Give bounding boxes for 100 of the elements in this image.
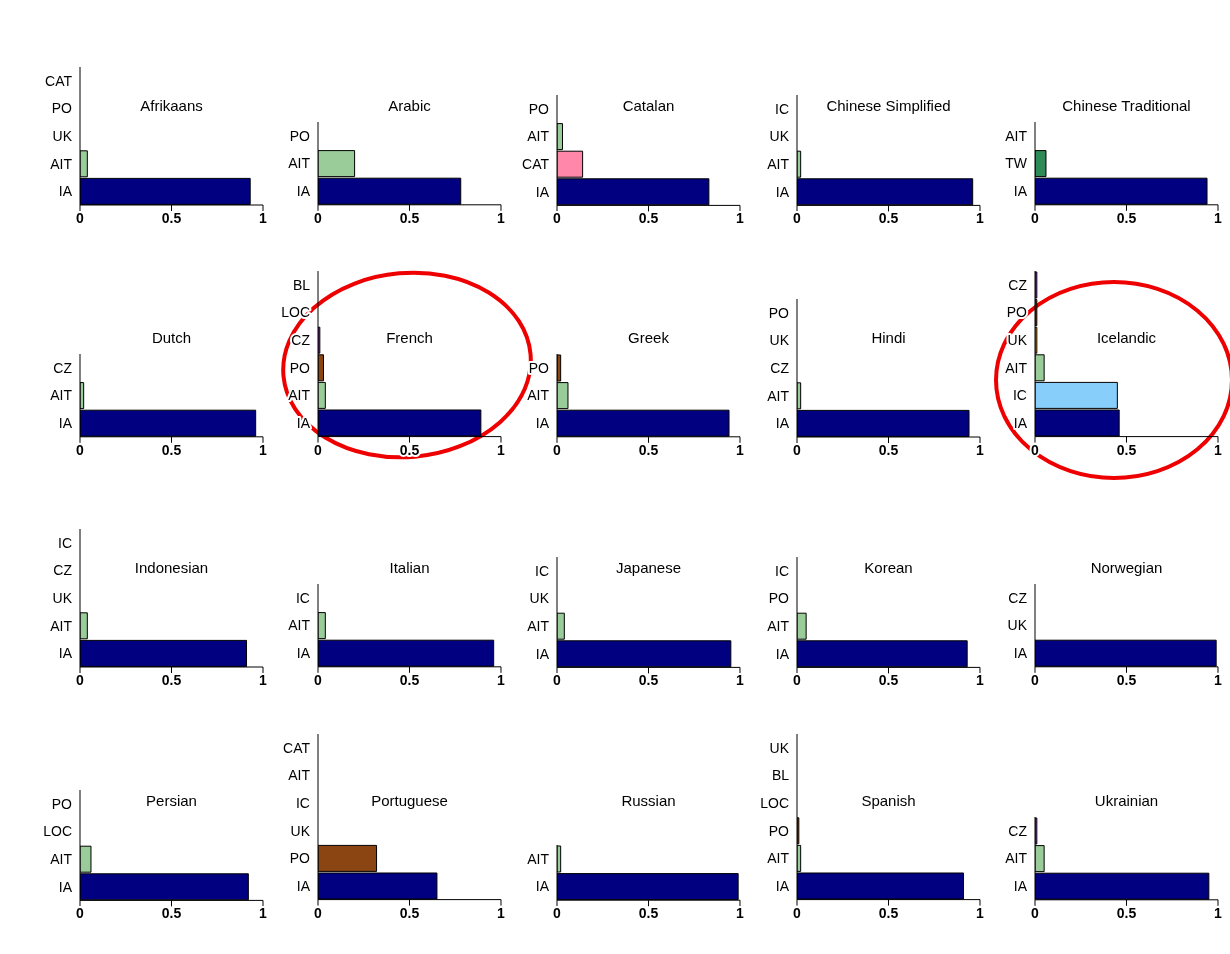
x-tick-label: 0.5 bbox=[161, 671, 182, 688]
y-tick-label: CZ bbox=[1008, 277, 1028, 294]
y-tick-label: PO bbox=[51, 795, 73, 812]
y-tick-label: IA bbox=[58, 183, 73, 200]
x-tick-label: 0 bbox=[793, 671, 802, 688]
x-tick-label: 0.5 bbox=[638, 904, 659, 921]
x-tick-label: 0 bbox=[793, 904, 802, 921]
y-tick-label: UK bbox=[769, 332, 790, 349]
y-tick-label: IC bbox=[535, 562, 550, 579]
y-tick-label: CAT bbox=[522, 155, 550, 172]
text: Afrikaans bbox=[139, 97, 204, 114]
y-tick-label: AIT bbox=[288, 155, 311, 172]
x-tick-label: 0 bbox=[1031, 671, 1040, 688]
y-tick-label: PO bbox=[51, 100, 73, 117]
chart-title: Dutch bbox=[150, 329, 193, 346]
x-tick-label: 1 bbox=[736, 904, 745, 921]
x-tick-label: 0 bbox=[76, 441, 85, 458]
y-tick-label: BL bbox=[292, 277, 311, 294]
x-tick-label: 0.5 bbox=[878, 671, 899, 688]
y-tick-label: IA bbox=[296, 878, 311, 895]
y-tick-label: IA bbox=[535, 415, 550, 432]
text: French bbox=[385, 328, 434, 346]
x-tick-label: 1 bbox=[736, 671, 745, 688]
x-tick-label: 0.5 bbox=[1116, 441, 1137, 458]
y-tick-label: AIT bbox=[50, 850, 73, 867]
y-tick-label: PO bbox=[768, 822, 790, 839]
y-tick-label: UK bbox=[52, 127, 73, 144]
x-tick-label: 0 bbox=[793, 441, 802, 458]
y-tick-label: AIT bbox=[767, 155, 790, 172]
x-tick-label: 0 bbox=[1031, 441, 1040, 458]
x-tick-label: 0 bbox=[793, 209, 802, 226]
x-tick-label: 0.5 bbox=[161, 209, 182, 226]
x-tick-label: 0.5 bbox=[1116, 904, 1137, 921]
y-tick-label: AIT bbox=[50, 155, 73, 172]
y-tick-label: CAT bbox=[45, 72, 73, 89]
y-tick-label: CZ bbox=[1008, 822, 1028, 839]
y-tick-label: IA bbox=[775, 645, 790, 662]
chart-title: Japanese bbox=[614, 558, 683, 576]
x-tick-label: 0 bbox=[76, 209, 85, 226]
y-tick-label: PO bbox=[1006, 304, 1028, 321]
y-tick-label: IA bbox=[535, 878, 550, 895]
y-tick-label: AIT bbox=[1005, 127, 1028, 144]
y-tick-label: AIT bbox=[50, 387, 73, 404]
x-tick-label: 0.5 bbox=[399, 441, 420, 458]
x-tick-label: 0 bbox=[553, 671, 562, 688]
y-tick-label: CZ bbox=[770, 359, 790, 376]
y-tick-label: AIT bbox=[527, 127, 550, 144]
y-tick-label: AIT bbox=[767, 617, 790, 634]
y-tick-label: AIT bbox=[767, 387, 790, 404]
y-tick-label: AIT bbox=[527, 850, 550, 867]
y-tick-label: AIT bbox=[288, 767, 311, 784]
x-tick-label: 0 bbox=[553, 441, 562, 458]
x-tick-label: 0 bbox=[1031, 209, 1040, 226]
y-tick-label: IC bbox=[775, 100, 790, 117]
x-tick-label: 0.5 bbox=[1116, 209, 1137, 226]
y-tick-label: IA bbox=[535, 183, 550, 200]
y-tick-label: LOC bbox=[43, 822, 73, 839]
chart-title: Ukrainian bbox=[1093, 792, 1160, 809]
x-tick-label: 1 bbox=[497, 904, 506, 921]
x-tick-label: 0.5 bbox=[878, 209, 899, 226]
y-tick-label: PO bbox=[768, 589, 790, 606]
x-tick-label: 1 bbox=[1214, 209, 1223, 226]
chart-title: Russian bbox=[620, 792, 677, 809]
chart-title: Korean bbox=[863, 558, 914, 576]
x-tick-label: 1 bbox=[1214, 441, 1223, 458]
y-tick-label: UK bbox=[1007, 332, 1028, 349]
chart-title: Arabic bbox=[387, 97, 432, 114]
y-tick-label: CZ bbox=[291, 332, 311, 349]
y-tick-label: UK bbox=[769, 127, 790, 144]
x-tick-label: 1 bbox=[736, 441, 745, 458]
text: Spanish bbox=[860, 791, 917, 809]
x-tick-label: 0.5 bbox=[1116, 671, 1137, 688]
x-tick-label: 0.5 bbox=[399, 904, 420, 921]
y-tick-label: IA bbox=[775, 415, 790, 432]
chart-title: Norwegian bbox=[1089, 559, 1164, 576]
x-tick-label: 1 bbox=[259, 209, 268, 226]
text: Icelandic bbox=[1095, 328, 1158, 346]
y-tick-label: AIT bbox=[50, 617, 73, 634]
y-tick-label: IA bbox=[58, 415, 73, 432]
x-tick-label: 0 bbox=[76, 904, 85, 921]
chart-title: Italian bbox=[388, 559, 431, 576]
x-tick-label: 0.5 bbox=[638, 671, 659, 688]
x-tick-label: 1 bbox=[1214, 671, 1223, 688]
y-tick-label: CAT bbox=[283, 740, 311, 757]
chart-title: Chinese Simplified bbox=[825, 96, 952, 114]
x-tick-label: 0.5 bbox=[878, 441, 899, 458]
x-tick-label: 1 bbox=[259, 904, 268, 921]
chart-title: Catalan bbox=[621, 96, 676, 114]
y-tick-label: PO bbox=[289, 127, 311, 144]
chart-title: Persian bbox=[145, 791, 198, 809]
y-tick-label: CZ bbox=[53, 359, 73, 376]
x-tick-label: 1 bbox=[259, 441, 268, 458]
x-tick-label: 1 bbox=[736, 209, 745, 226]
y-tick-label: IA bbox=[1013, 645, 1028, 662]
text: Indonesian bbox=[133, 559, 210, 576]
y-tick-label: IA bbox=[775, 183, 790, 200]
chart-title: Chinese Traditional bbox=[1061, 97, 1192, 114]
y-tick-label: PO bbox=[289, 850, 311, 867]
y-tick-label: IA bbox=[296, 183, 311, 200]
y-tick-label: AIT bbox=[767, 850, 790, 867]
